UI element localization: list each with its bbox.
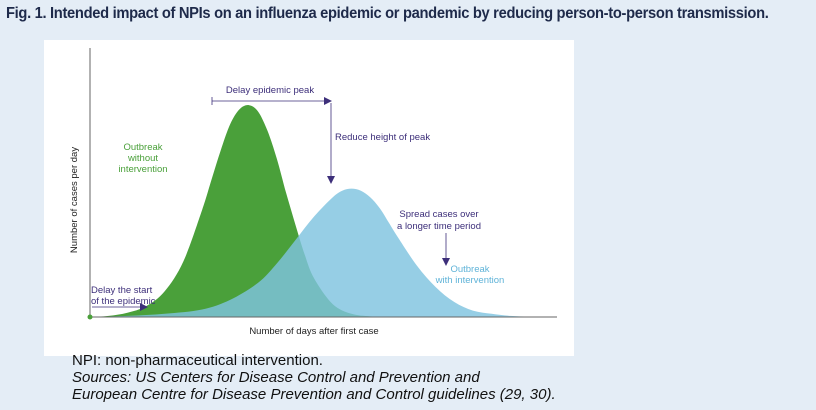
- delay-peak-label: Delay epidemic peak: [226, 85, 314, 96]
- sources-line-1: Sources: US Centers for Disease Control …: [72, 369, 480, 386]
- green-series-label-line1: Outbreak: [123, 142, 162, 153]
- blue-series-label-line2: with intervention: [435, 275, 505, 286]
- green-series-label-line2: without: [127, 153, 158, 164]
- series-area-without-intervention: [90, 105, 445, 318]
- delay-start-label-line2: of the epidemic: [91, 296, 156, 307]
- chart-svg: Number of days after first case Number o…: [69, 48, 557, 337]
- sources-line-2: European Centre for Disease Prevention a…: [72, 386, 556, 403]
- green-series-label-line3: intervention: [118, 164, 167, 175]
- y-axis-label: Number of cases per day: [69, 147, 80, 253]
- origin-dot: [87, 314, 93, 320]
- spread-cases-label-line2: a longer time period: [397, 221, 481, 232]
- reduce-height-label: Reduce height of peak: [335, 132, 430, 143]
- x-axis-label: Number of days after first case: [249, 326, 378, 337]
- delay-start-label-line1: Delay the start: [91, 285, 153, 296]
- figure-notes: NPI: non-pharmaceutical intervention. So…: [72, 352, 556, 403]
- spread-cases-label-line1: Spread cases over: [399, 209, 478, 220]
- chart-panel: Number of days after first case Number o…: [44, 40, 574, 356]
- series-layer: [90, 105, 557, 318]
- figure-title: Fig. 1. Intended impact of NPIs on an in…: [6, 5, 769, 22]
- blue-series-label-line1: Outbreak: [450, 264, 489, 275]
- abbreviation-note: NPI: non-pharmaceutical intervention.: [72, 352, 323, 369]
- series-area-with-intervention: [90, 188, 557, 318]
